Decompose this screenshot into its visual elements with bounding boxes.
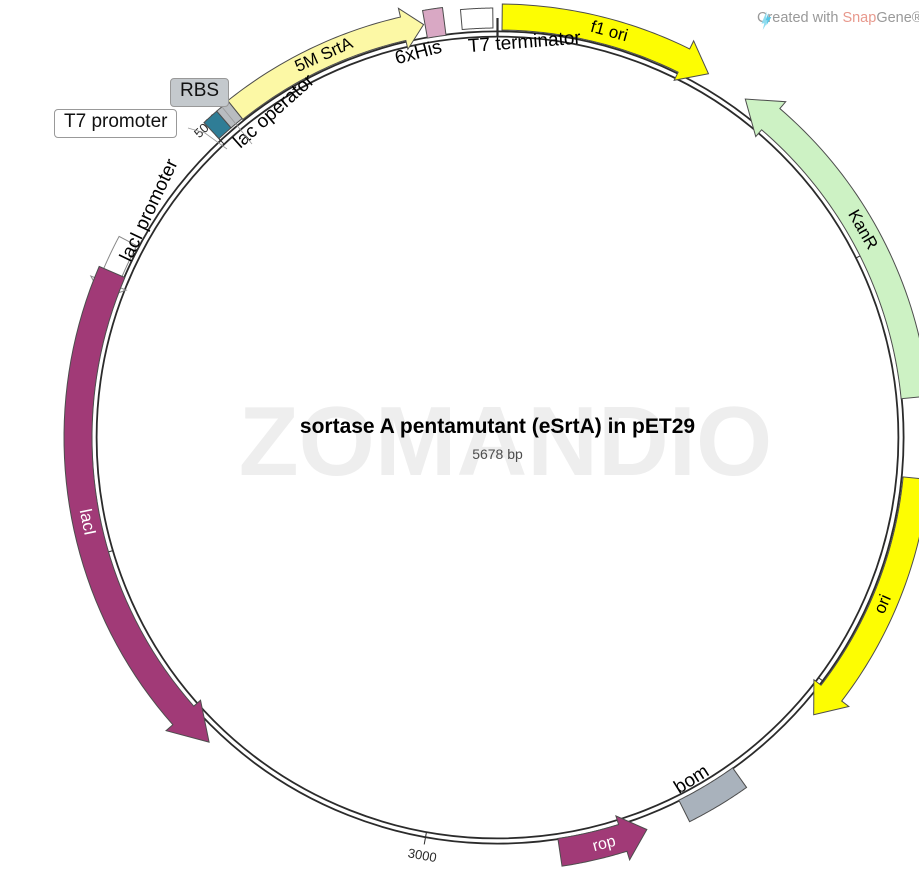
svg-text:3000: 3000 — [407, 845, 438, 865]
svg-text:lacI promoter: lacI promoter — [116, 155, 183, 265]
svg-text:ZOMANDIO: ZOMANDIO — [239, 386, 773, 496]
svg-text:5678 bp: 5678 bp — [472, 446, 523, 462]
svg-text:sortase A pentamutant (eSrtA): sortase A pentamutant (eSrtA) in pET29 — [300, 415, 695, 438]
